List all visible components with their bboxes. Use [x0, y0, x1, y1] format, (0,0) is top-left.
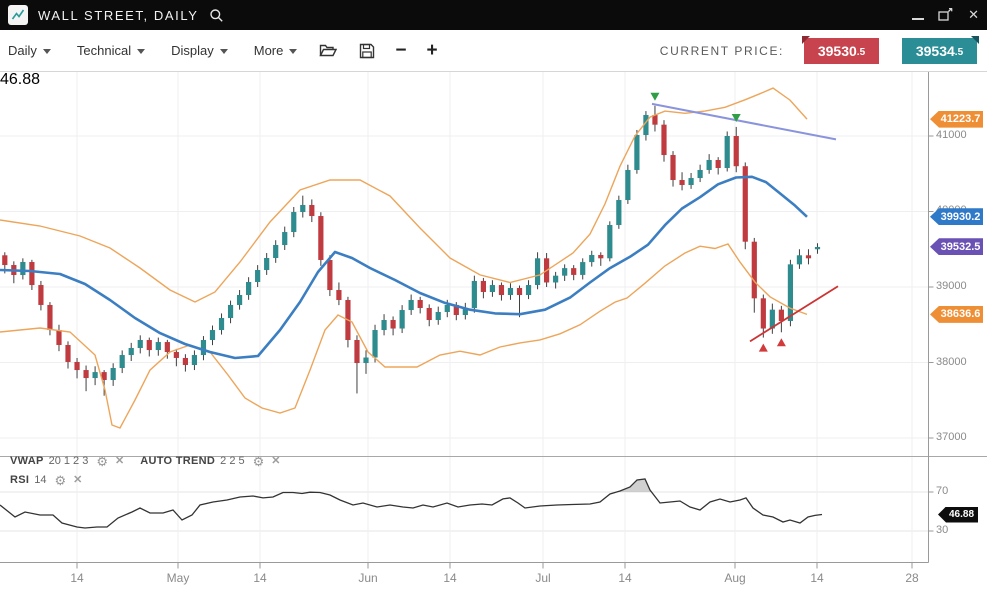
rsi-axis-label: 70 — [936, 485, 949, 497]
price-main: 39534 — [915, 42, 955, 59]
autotrend-remove-icon[interactable]: ✕ — [271, 454, 281, 467]
rsi-indicator-params: 14 — [34, 474, 47, 486]
indicator-legend-row: VWAP 20 1 2 3 ⚙ ✕ AUTO TREND 2 2 5 ⚙ ✕ — [10, 453, 281, 469]
time-axis-label: 14 — [618, 570, 632, 585]
menu-technical[interactable]: Technical — [76, 43, 146, 58]
price-axis-label: 41000 — [936, 128, 967, 141]
price-badge: 39532.5 — [930, 238, 983, 256]
vwap-indicator-label: VWAP — [10, 455, 44, 467]
window-title: WALL STREET, DAILY — [38, 7, 199, 23]
price-decimal: .5 — [856, 46, 866, 58]
title-bar: WALL STREET, DAILY ✕ — [0, 0, 987, 30]
search-icon[interactable] — [209, 8, 224, 23]
rsi-remove-icon[interactable]: ✕ — [73, 473, 83, 486]
chart-app-icon — [8, 5, 28, 25]
chevron-down-icon — [137, 49, 146, 54]
vwap-settings-gear-icon[interactable]: ⚙ — [96, 453, 109, 469]
time-axis-label: Jun — [358, 570, 378, 585]
buy-pin-icon — [971, 35, 979, 44]
rsi-value-badge: 46.88 — [0, 71, 41, 88]
menu-timeframe-label: Daily — [8, 43, 37, 58]
vwap-remove-icon[interactable]: ✕ — [115, 454, 125, 467]
menu-more[interactable]: More — [254, 43, 298, 58]
sell-pin-icon — [802, 35, 810, 44]
chevron-down-icon — [219, 49, 228, 54]
sell-price-button[interactable]: 39530.5 — [802, 35, 879, 64]
vwap-indicator-params: 20 1 2 3 — [48, 455, 89, 467]
price-decimal: .5 — [954, 46, 964, 58]
zoom-out-button[interactable]: − — [395, 39, 407, 61]
close-icon[interactable]: ✕ — [968, 7, 979, 22]
current-price-panel: CURRENT PRICE: 39530.5 39534.5 — [659, 30, 979, 71]
menu-display-label: Display — [171, 43, 214, 58]
minimize-icon[interactable] — [912, 10, 925, 20]
rsi-indicator-label: RSI — [10, 474, 30, 486]
menu-technical-label: Technical — [76, 43, 132, 58]
toolbar: Daily Technical Display More − + CURRENT… — [0, 30, 987, 72]
chevron-down-icon — [42, 49, 51, 54]
time-axis-label: Jul — [535, 570, 551, 585]
time-axis-label: 14 — [810, 570, 824, 585]
rsi-settings-gear-icon[interactable]: ⚙ — [54, 472, 67, 488]
menu-display[interactable]: Display — [171, 43, 228, 58]
current-price-label: CURRENT PRICE: — [659, 43, 784, 58]
time-axis-label: 14 — [70, 570, 84, 585]
autotrend-indicator-label: AUTO TREND — [140, 455, 216, 467]
rsi-value-badge: 46.88 — [938, 506, 978, 523]
autotrend-indicator-params: 2 2 5 — [220, 455, 245, 467]
save-icon[interactable] — [359, 43, 375, 59]
price-axis-label: 38000 — [936, 355, 967, 368]
rsi-legend-row: RSI 14 ⚙ ✕ — [10, 472, 83, 488]
popout-icon[interactable] — [938, 8, 954, 22]
time-axis-label: 14 — [253, 570, 267, 585]
zoom-in-button[interactable]: + — [426, 39, 438, 61]
chart-canvas[interactable] — [0, 71, 987, 593]
price-axis-label: 37000 — [936, 431, 967, 443]
menu-timeframe[interactable]: Daily — [8, 43, 51, 58]
chevron-down-icon — [289, 49, 298, 54]
rsi-axis-label: 30 — [936, 524, 949, 536]
buy-price-button[interactable]: 39534.5 — [902, 35, 979, 64]
autotrend-settings-gear-icon[interactable]: ⚙ — [252, 453, 265, 469]
price-badge: 41223.7 — [930, 110, 983, 128]
price-badge: 39930.2 — [930, 208, 983, 226]
menu-more-label: More — [253, 43, 284, 58]
time-axis-label: 28 — [905, 570, 919, 585]
time-axis-label: 14 — [443, 570, 457, 585]
window-controls: ✕ — [912, 0, 979, 30]
price-main: 39530 — [817, 42, 857, 59]
open-folder-icon[interactable] — [319, 43, 338, 58]
price-axis-label: 39000 — [936, 280, 967, 292]
chart-panel: VWAP 20 1 2 3 ⚙ ✕ AUTO TREND 2 2 5 ⚙ ✕ R… — [0, 71, 987, 593]
time-axis-label: May — [166, 570, 190, 585]
time-axis-label: Aug — [724, 570, 746, 585]
price-badge: 38636.6 — [930, 305, 983, 323]
